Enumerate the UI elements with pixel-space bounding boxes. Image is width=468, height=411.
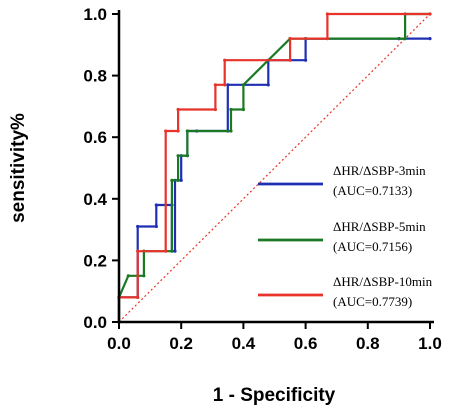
legend-auc-1: (AUC=0.7133) xyxy=(333,183,412,198)
series-2-point xyxy=(142,274,146,278)
y-tick-label: 0.0 xyxy=(83,313,107,332)
series-1-point xyxy=(226,83,230,87)
series-3-point xyxy=(325,37,329,41)
series-3-point xyxy=(223,58,227,62)
tick-layer: 0.0 0.2 0.4 0.6 0.8 1.0 0.0 0.2 0.4 0.6 0.8 1.0 xyxy=(83,5,441,353)
series-3-point xyxy=(288,58,292,62)
series-2-point xyxy=(185,129,190,133)
series-1-point xyxy=(154,203,158,207)
series-3-point xyxy=(288,37,292,41)
series-3-point xyxy=(136,295,140,299)
series-2-point xyxy=(403,37,407,41)
series-3-point xyxy=(136,249,140,253)
y-tick-label: 0.8 xyxy=(83,67,107,86)
x-axis-title: 1 - Specificity xyxy=(213,385,336,406)
series-1-point xyxy=(304,58,308,62)
series-3-point xyxy=(176,129,180,133)
axis-layer xyxy=(117,10,434,324)
series-1-point xyxy=(266,83,270,87)
x-tick-label: 0.8 xyxy=(356,334,380,353)
series-3-point xyxy=(428,12,432,16)
x-tick-label: 0.6 xyxy=(294,334,318,353)
legend-auc-2: (AUC=0.7156) xyxy=(333,239,412,254)
series-2-point xyxy=(170,249,174,253)
y-tick-label: 0.4 xyxy=(83,190,107,209)
y-axis-title: sensitivity% xyxy=(8,113,29,223)
x-tick-label: 0.2 xyxy=(169,334,193,353)
series-1-point xyxy=(154,224,158,229)
legend-label-1: ΔHR/ΔSBP-3min xyxy=(333,163,426,178)
series-3-point xyxy=(213,107,218,112)
series-2-point xyxy=(176,154,180,158)
series-layer xyxy=(117,12,432,324)
reference-diagonal-layer xyxy=(118,13,431,323)
series-2-point xyxy=(241,107,245,112)
series-3-point xyxy=(223,83,227,87)
series-2-point xyxy=(176,178,180,182)
legend-auc-3: (AUC=0.7739) xyxy=(333,294,412,309)
x-tick-label: 1.0 xyxy=(418,334,442,353)
series-3-point xyxy=(164,129,168,133)
series-3-point xyxy=(325,12,329,16)
series-3-point xyxy=(176,107,180,112)
x-tick-label: 0.0 xyxy=(107,334,131,353)
y-tick-label: 1.0 xyxy=(83,5,107,24)
series-3-point xyxy=(164,249,168,253)
series-2-point xyxy=(241,83,245,87)
legend-label-3: ΔHR/ΔSBP-10min xyxy=(333,274,433,289)
series-2-point xyxy=(170,178,174,182)
reference-diagonal-line xyxy=(118,13,431,323)
series-1-point xyxy=(179,178,183,182)
y-tick-label: 0.2 xyxy=(83,251,107,270)
series-1-point xyxy=(428,37,432,41)
series-1-point xyxy=(173,249,177,253)
series-2-point xyxy=(229,107,233,112)
series-1-point xyxy=(136,224,140,229)
y-tick-label: 0.6 xyxy=(83,128,107,147)
series-2-point xyxy=(185,154,190,158)
x-tick-label: 0.4 xyxy=(232,334,256,353)
series-2-point xyxy=(229,129,233,133)
legend-label-2: ΔHR/ΔSBP-5min xyxy=(333,219,426,234)
series-3-point xyxy=(213,83,218,87)
legend: ΔHR/ΔSBP-3min (AUC=0.7133) ΔHR/ΔSBP-5min (A… xyxy=(258,163,433,309)
series-2-point xyxy=(126,274,130,278)
